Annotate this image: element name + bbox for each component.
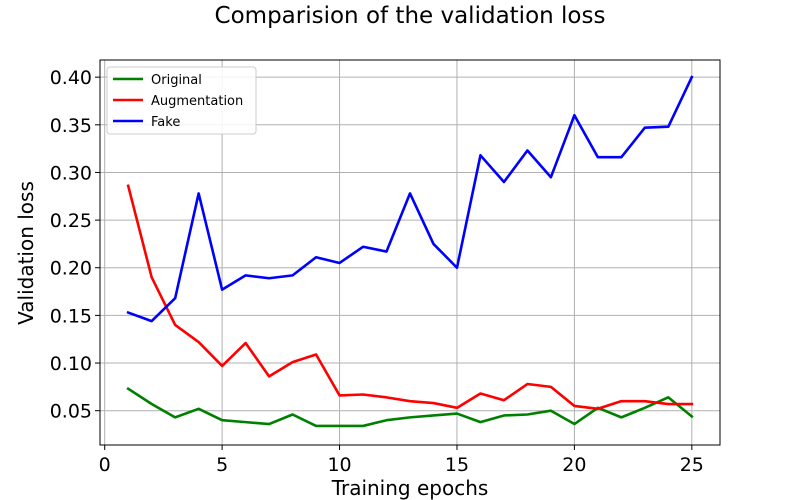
y-tick-label: 0.15 (50, 305, 92, 327)
x-tick-label: 5 (216, 454, 228, 476)
y-tick-label: 0.40 (50, 67, 92, 89)
y-tick-label: 0.05 (50, 401, 92, 423)
legend-box (106, 66, 257, 135)
series-lines (126, 75, 694, 428)
legend-label-fake: Fake (151, 115, 180, 130)
x-tick-label: 15 (445, 454, 469, 476)
series-line-fake (126, 75, 694, 323)
y-tick-label: 0.25 (50, 210, 92, 232)
legend-label-original: Original (151, 73, 202, 88)
x-tick-label: 20 (562, 454, 586, 476)
series-line-augmentation (126, 184, 694, 411)
grid (100, 60, 720, 445)
x-tick-label: 10 (327, 454, 351, 476)
series-line-original (126, 386, 694, 428)
plot-area-frame (99, 59, 721, 446)
axis-ticks: 0 5 10 15 20 25 0.05 0.10 0.15 0.20 0.25 0.30 0.35 0.… (50, 67, 704, 476)
y-tick-label: 0.10 (50, 353, 92, 375)
y-tick-label: 0.35 (50, 115, 92, 137)
x-tick-label: 0 (99, 454, 111, 476)
y-tick-label: 0.20 (50, 258, 92, 280)
legend: Original Augmentation Fake (106, 66, 257, 135)
y-axis-label: Validation loss (14, 181, 38, 325)
legend-label-augmentation: Augmentation (151, 94, 243, 109)
x-axis-label: Training epochs (331, 476, 489, 500)
x-tick-label: 25 (680, 454, 704, 476)
chart-title: Comparision of the validation loss (215, 3, 606, 29)
y-tick-label: 0.30 (50, 162, 92, 184)
